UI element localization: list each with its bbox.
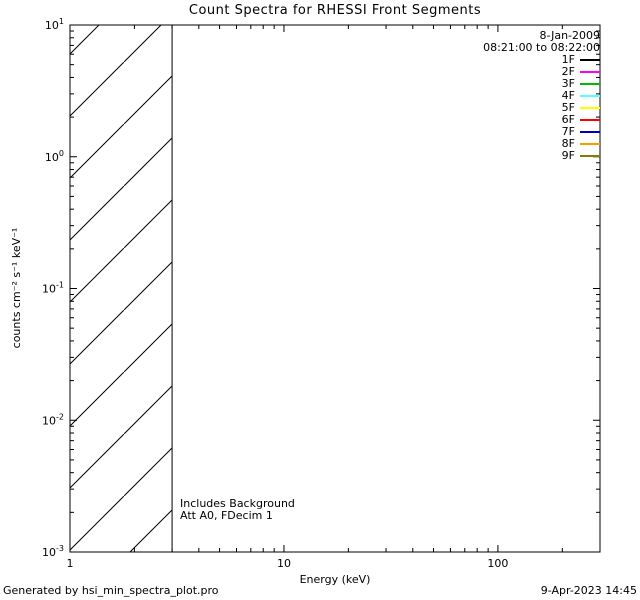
legend-entry-color-line bbox=[580, 107, 600, 109]
legend-entry-color-line bbox=[580, 95, 600, 97]
svg-text:10-1: 10-1 bbox=[42, 281, 64, 296]
svg-text:101: 101 bbox=[45, 17, 64, 32]
svg-text:10: 10 bbox=[277, 557, 291, 570]
legend-entry-color-line bbox=[580, 59, 600, 61]
legend-entry-color-line bbox=[580, 71, 600, 73]
legend-entry: 7F bbox=[483, 126, 600, 138]
svg-text:10-2: 10-2 bbox=[42, 412, 64, 427]
legend-entry-label: 9F bbox=[561, 149, 575, 162]
legend-entry-label: 2F bbox=[561, 65, 575, 78]
legend-entry-label: 1F bbox=[561, 53, 575, 66]
svg-text:100: 100 bbox=[487, 557, 508, 570]
legend-entry: 6F bbox=[483, 114, 600, 126]
legend-entry-label: 7F bbox=[561, 125, 575, 138]
svg-text:10-3: 10-3 bbox=[42, 544, 64, 559]
plot-timestamp: 9-Apr-2023 14:45 bbox=[540, 584, 637, 597]
legend-entry: 5F bbox=[483, 102, 600, 114]
legend-date: 8-Jan-2009 bbox=[539, 29, 601, 42]
legend-entry-color-line bbox=[580, 83, 600, 85]
svg-text:1: 1 bbox=[67, 557, 74, 570]
legend-entry-label: 8F bbox=[561, 137, 575, 150]
annotation-attenuator-state: Att A0, FDecim 1 bbox=[180, 509, 273, 522]
legend-time-range: 08:21:00 to 08:22:00 bbox=[483, 41, 600, 54]
legend-entry: 9F bbox=[483, 150, 600, 162]
chart-title: Count Spectra for RHESSI Front Segments bbox=[188, 3, 482, 18]
legend-entry-label: 3F bbox=[561, 77, 575, 90]
legend: 8-Jan-2009 08:21:00 to 08:22:00 1F 2F 3F 4F… bbox=[483, 30, 600, 162]
legend-entry: 8F bbox=[483, 138, 600, 150]
legend-entry: 3F bbox=[483, 78, 600, 90]
svg-text:100: 100 bbox=[45, 149, 64, 164]
legend-entry: 1F bbox=[483, 54, 600, 66]
legend-entry-color-line bbox=[580, 119, 600, 121]
legend-entry-label: 6F bbox=[561, 113, 575, 126]
legend-entry: 2F bbox=[483, 66, 600, 78]
legend-entry-label: 4F bbox=[561, 89, 575, 102]
annotation-includes-background: Includes Background bbox=[180, 497, 295, 510]
x-axis-label: Energy (keV) bbox=[299, 573, 371, 586]
legend-entry-color-line bbox=[580, 131, 600, 133]
y-axis-label: counts cm⁻² s⁻¹ keV⁻¹ bbox=[10, 227, 23, 349]
legend-entry-color-line bbox=[580, 155, 600, 157]
generator-credit: Generated by hsi_min_spectra_plot.pro bbox=[3, 584, 219, 597]
legend-entries: 1F 2F 3F 4F 5F 6F 7F 8F 9F bbox=[483, 54, 600, 162]
legend-entry: 4F bbox=[483, 90, 600, 102]
legend-entry-label: 5F bbox=[561, 101, 575, 114]
legend-entry-color-line bbox=[580, 143, 600, 145]
